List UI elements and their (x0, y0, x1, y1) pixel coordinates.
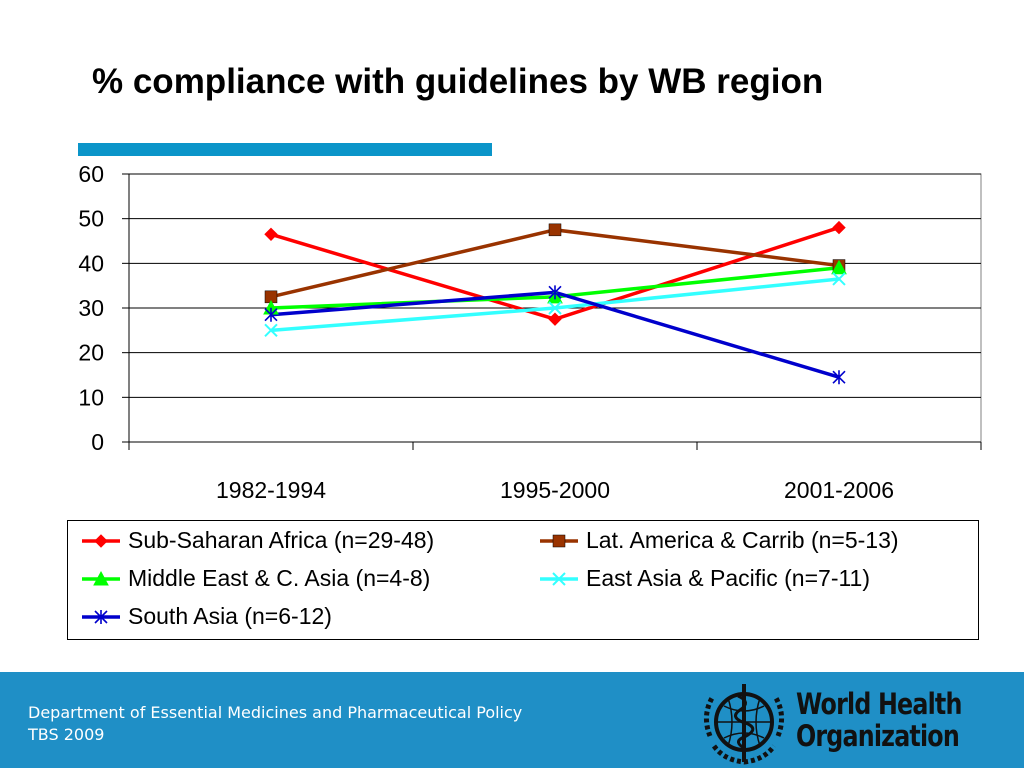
legend-label: Middle East & C. Asia (n=4-8) (128, 565, 431, 591)
legend-swatch-marker (552, 571, 566, 586)
title-accent-bar (78, 143, 492, 156)
data-point-4-2 (832, 370, 846, 385)
who-wordmark-line1: World Health (796, 687, 962, 721)
who-wordmark-line2: Organization (796, 719, 960, 753)
legend-swatch-3 (540, 571, 578, 586)
data-point-2-2 (831, 259, 847, 275)
legend-item-1: Lat. America & Carrib (n=5-13) (538, 527, 899, 554)
data-point-1-1 (548, 223, 562, 237)
data-point-0-0 (264, 227, 278, 242)
y-tick-label: 40 (78, 250, 104, 276)
who-emblem-icon (704, 684, 784, 765)
legend-swatch-marker (93, 570, 109, 585)
data-point-3-2 (832, 272, 846, 286)
legend-item-0: Sub-Saharan Africa (n=29-48) (80, 527, 434, 554)
legend-swatch-4 (82, 609, 120, 624)
y-tick-label: 60 (78, 161, 104, 187)
legend-swatch-0 (82, 533, 120, 548)
footer-department: Department of Essential Medicines and Ph… (28, 703, 523, 722)
data-point-0-2 (832, 220, 846, 235)
y-tick-label: 10 (78, 384, 104, 410)
y-tick-label: 30 (78, 295, 104, 321)
legend-swatch-1 (540, 534, 578, 547)
legend-label: South Asia (n=6-12) (128, 603, 332, 629)
footer-tbs: TBS 2009 (28, 725, 105, 744)
y-tick-label: 0 (91, 429, 104, 455)
y-tick-label: 50 (78, 206, 104, 232)
data-point-3-0 (264, 323, 278, 338)
y-tick-label: 20 (78, 340, 104, 366)
legend-label: Sub-Saharan Africa (n=29-48) (128, 527, 435, 553)
legend-item-3: East Asia & Pacific (n=7-11) (538, 565, 870, 592)
footer-text: Department of Essential Medicines and Ph… (28, 702, 522, 746)
data-point-4-1 (548, 285, 562, 300)
legend-swatch-2 (82, 570, 120, 585)
legend-swatch-marker (94, 609, 108, 624)
who-wordmark: World Health Organization (796, 688, 962, 752)
chart-legend: Sub-Saharan Africa (n=29-48) Lat. America… (67, 520, 979, 640)
data-point-4-0 (264, 307, 278, 322)
legend-swatch-marker (94, 533, 108, 548)
legend-swatch-marker (552, 534, 566, 547)
slide-title: % compliance with guidelines by WB regio… (92, 62, 824, 101)
x-tick-label: 2001-2006 (784, 477, 894, 503)
footer-band: Department of Essential Medicines and Ph… (0, 672, 1024, 768)
legend-label: East Asia & Pacific (n=7-11) (586, 565, 871, 591)
x-tick-label: 1982-1994 (216, 477, 326, 503)
data-point-0-1 (548, 312, 562, 326)
legend-item-2: Middle East & C. Asia (n=4-8) (80, 565, 430, 592)
legend-label: Lat. America & Carrib (n=5-13) (586, 527, 899, 553)
data-point-3-1 (548, 301, 562, 315)
x-tick-label: 1995-2000 (500, 477, 610, 503)
line-chart: 0 10 20 30 40 50 60 1982-1994 1995-2000 2001-200… (78, 161, 982, 503)
legend-item-4: South Asia (n=6-12) (80, 603, 332, 630)
